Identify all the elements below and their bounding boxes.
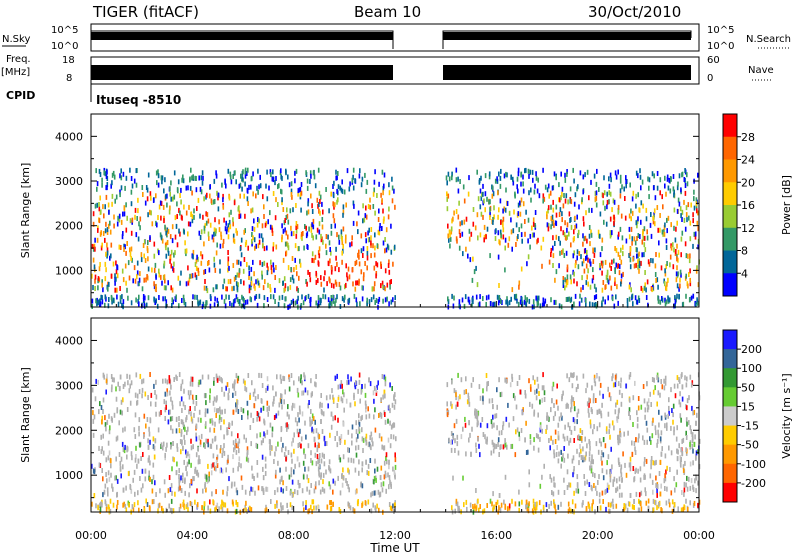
colorbar-swatch — [723, 387, 737, 407]
nsearch-tick-top: 10^5 — [707, 25, 734, 36]
nave-tick-top: 60 — [707, 55, 720, 66]
colorbar-tick-label: 12 — [741, 222, 755, 235]
echo-scatter — [91, 167, 700, 310]
y-tick-label: 1000 — [55, 264, 83, 277]
colorbar-frame — [722, 329, 738, 503]
nsky-tick-bottom: 10^0 — [51, 41, 78, 52]
x-tick-label: 08:00 — [278, 529, 310, 542]
x-axis-label: Time UT — [369, 541, 420, 554]
x-tick-label: 12:00 — [379, 529, 411, 542]
x-tick-label: 00:00 — [75, 529, 107, 542]
colorbar-tick-label: 8 — [741, 245, 748, 258]
colorbar-tick-label: 200 — [741, 343, 762, 356]
colorbar-tick-label: -200 — [741, 477, 766, 490]
x-tick-label: 00:00 — [683, 529, 715, 542]
colorbar-swatch — [723, 463, 737, 484]
colorbar: 200 100 50 15 -15 -50 -100 -200 Velocity [m s⁻¹] — [722, 329, 793, 503]
nsky-label: N.Sky — [2, 34, 30, 45]
colorbar-label: Velocity [m s⁻¹] — [780, 373, 793, 458]
nsky-bar-2 — [443, 32, 691, 40]
nsky-bar-1 — [91, 32, 393, 40]
colorbar-tick-label: 28 — [741, 131, 755, 144]
velocity-panel: 1000 2000 3000 4000 00:00 04:00 08:00 12:00 16:0… — [19, 317, 793, 542]
x-tick-label: 16:00 — [480, 529, 512, 542]
freq-tick-top: 18 — [62, 55, 75, 66]
colorbar-tick-label: 100 — [741, 362, 762, 375]
colorbar-swatch — [723, 349, 737, 369]
colorbar-tick-label: -15 — [741, 420, 759, 433]
nave-label: Nave — [748, 65, 774, 76]
cpid-value: Itusеq -8510 — [96, 93, 181, 107]
date-label: 30/Oct/2010 — [588, 3, 681, 21]
colorbar-tick-label: 4 — [741, 267, 748, 280]
freq-bar-2 — [443, 65, 691, 80]
freq-bar-1 — [91, 65, 393, 80]
nsearch-label: N.Search — [746, 34, 791, 45]
colorbar-swatch — [723, 182, 737, 206]
colorbar-tick-label: 15 — [741, 400, 755, 413]
colorbar-swatch — [723, 444, 737, 465]
colorbar-swatch — [723, 368, 737, 388]
cpid-label: CPID — [6, 89, 35, 102]
x-tick-label: 04:00 — [176, 529, 208, 542]
nsearch-tick-bottom: 10^0 — [707, 41, 734, 52]
colorbar-tick-label: -50 — [741, 439, 759, 452]
colorbar: 28 24 20 16 12 8 4 Power [dB] — [722, 113, 793, 297]
colorbar-swatch — [723, 227, 737, 251]
colorbar-tick-label: -100 — [741, 458, 766, 471]
y-axis-label: Slant Range [km] — [19, 367, 32, 463]
freq-unit: [MHz] — [1, 67, 30, 78]
plot-title: TIGER (fitACF) — [92, 3, 199, 21]
y-axis-label: Slant Range [km] — [19, 163, 32, 259]
colorbar-swatch — [723, 250, 737, 274]
y-tick-label: 4000 — [55, 334, 83, 347]
colorbar-swatch — [723, 482, 737, 503]
nave-tick-bottom: 0 — [707, 73, 713, 84]
nsky-tick-top: 10^5 — [51, 25, 78, 36]
colorbar-swatch — [723, 136, 737, 160]
colorbar-tick-label: 24 — [741, 154, 755, 167]
freq-label: Freq. — [6, 54, 31, 65]
colorbar-swatch — [723, 114, 737, 138]
colorbar-swatch — [723, 406, 737, 427]
y-tick-label: 3000 — [55, 175, 83, 188]
colorbar-swatch — [723, 330, 737, 350]
colorbar-swatch — [723, 273, 737, 297]
colorbar-tick-label: 20 — [741, 176, 755, 189]
colorbar-label: Power [dB] — [780, 175, 793, 235]
colorbar-tick-label: 50 — [741, 381, 755, 394]
colorbar-tick-label: 16 — [741, 199, 755, 212]
x-tick-label: 20:00 — [582, 529, 614, 542]
y-tick-label: 4000 — [55, 130, 83, 143]
y-tick-label: 1000 — [55, 469, 83, 482]
beam-label: Beam 10 — [354, 3, 421, 21]
power-panel: 1000 2000 3000 4000 Slant Range [km] 28 24 20 16… — [19, 113, 793, 310]
y-tick-label: 3000 — [55, 379, 83, 392]
colorbar-swatch — [723, 159, 737, 183]
colorbar-swatch — [723, 205, 737, 229]
nsky-strip: N.Sky 10^5 10^0 10^5 10^0 N.Search — [2, 23, 791, 52]
echo-scatter — [91, 372, 701, 515]
y-tick-label: 2000 — [55, 424, 83, 437]
freq-tick-bottom: 8 — [66, 73, 72, 84]
y-tick-label: 2000 — [55, 220, 83, 233]
freq-strip: Freq. [MHz] 18 8 60 0 Nave CPID Itusеq -… — [1, 54, 774, 107]
colorbar-swatch — [723, 425, 737, 446]
